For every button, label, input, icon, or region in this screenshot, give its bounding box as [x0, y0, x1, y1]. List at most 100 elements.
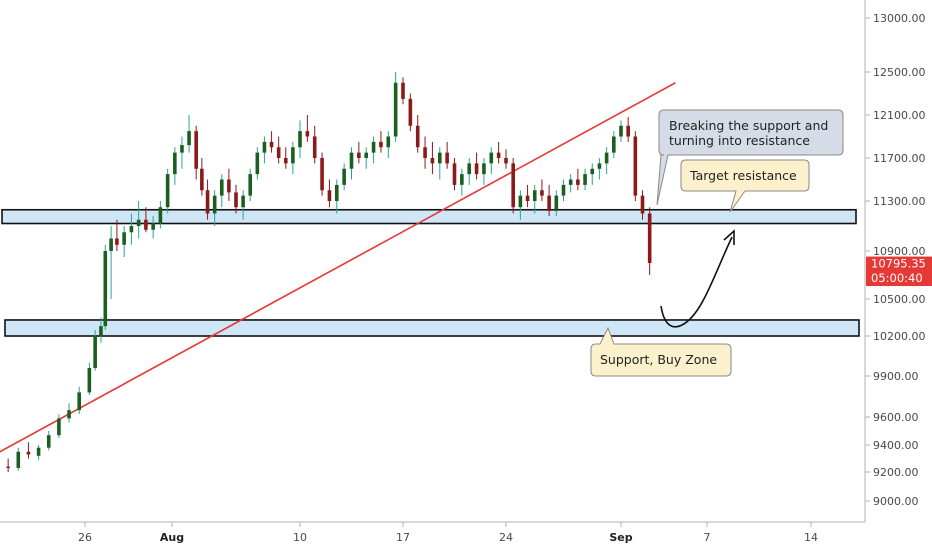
candle: [379, 131, 383, 153]
y-tick-label: 10900.00: [873, 245, 926, 258]
candle: [518, 190, 523, 220]
candle-body: [115, 238, 119, 245]
candle: [357, 141, 361, 164]
candle-body: [151, 223, 155, 230]
plot-area[interactable]: [0, 72, 860, 487]
candle-body: [269, 141, 274, 148]
candle: [547, 184, 551, 216]
candle: [597, 158, 602, 180]
candle: [561, 179, 566, 201]
candle-body: [371, 141, 376, 153]
candle-body: [109, 238, 113, 251]
current-price-tag: 10795.35 05:00:40: [866, 256, 932, 286]
candle-body: [547, 195, 551, 211]
candle-body: [144, 219, 148, 230]
candle: [194, 125, 198, 180]
candle-body: [511, 163, 515, 208]
candle-body: [408, 98, 413, 126]
candle-body: [597, 163, 602, 169]
candle: [489, 147, 494, 175]
candle: [109, 226, 113, 299]
time-axis[interactable]: 26 Aug 10 17 24 Sep 7 14: [0, 521, 865, 544]
callout-breaking: Breaking the support and turning into re…: [656, 109, 844, 206]
y-tick-label: 10500.00: [873, 293, 926, 306]
y-tick-label: 10200.00: [873, 330, 926, 343]
candle-body: [26, 451, 31, 455]
candle-body: [255, 152, 260, 175]
candle: [180, 136, 184, 169]
candle-body: [36, 447, 41, 456]
y-tick-label: 11300.00: [873, 195, 926, 208]
x-tick-label: Sep: [609, 531, 632, 544]
candle: [633, 131, 638, 201]
candle-body: [291, 147, 295, 164]
candle: [205, 179, 210, 220]
candle-body: [158, 207, 163, 224]
candle: [437, 147, 442, 180]
candle: [255, 147, 260, 180]
countdown-badge: [866, 271, 932, 286]
candle: [99, 317, 103, 343]
y-tick-label: 9900.00: [873, 370, 919, 383]
candle: [364, 147, 369, 169]
candle-body: [320, 158, 324, 191]
candle-body: [6, 466, 10, 468]
candle-body: [561, 184, 566, 196]
x-tick-label: 14: [804, 531, 818, 544]
candle-body: [327, 190, 332, 201]
candle-body: [241, 195, 245, 208]
candle: [103, 244, 108, 330]
candle-body: [16, 451, 21, 468]
candle-body: [283, 158, 288, 164]
candle-body: [129, 226, 134, 233]
callout-support: Support, Buy Zone: [590, 326, 732, 377]
candle-body: [379, 141, 383, 148]
candle: [305, 115, 310, 142]
candle: [227, 168, 231, 201]
candle-body: [227, 179, 231, 193]
candle: [46, 431, 51, 451]
x-tick-label: 26: [78, 531, 92, 544]
candle: [482, 158, 486, 185]
candle-body: [576, 179, 580, 185]
candle: [504, 149, 508, 169]
candle: [511, 158, 515, 214]
callout-support-text: Support, Buy Zone: [600, 352, 717, 367]
candle-body: [452, 163, 457, 185]
x-tick-label: 24: [499, 531, 513, 544]
candle-body: [386, 136, 391, 148]
candle-body: [342, 168, 346, 185]
x-tick-label: 10: [293, 531, 307, 544]
candle: [212, 190, 217, 226]
candle: [320, 152, 324, 196]
candle: [122, 226, 126, 257]
y-tick-label: 9200.00: [873, 466, 919, 479]
candle: [291, 141, 295, 175]
candle-body: [474, 163, 479, 175]
candle-body: [122, 232, 126, 245]
candle-body: [430, 158, 435, 164]
candle: [248, 168, 253, 201]
y-tick-label: 9600.00: [873, 411, 919, 424]
candle-body: [532, 190, 537, 201]
candle-body: [173, 152, 177, 175]
candle: [26, 442, 31, 459]
candle-body: [77, 392, 81, 411]
candle: [158, 201, 163, 229]
candle-body: [334, 184, 339, 201]
projection-arrow: [660, 229, 735, 328]
candle: [129, 213, 134, 245]
candle: [165, 168, 170, 214]
y-tick-label: 11700.00: [873, 152, 926, 165]
candle-body: [194, 131, 198, 169]
candle: [612, 131, 616, 158]
price-axis[interactable]: 13000.00 12500.00 12100.00 11700.00 11300.00…: [864, 0, 932, 522]
candle: [532, 184, 537, 214]
candle-body: [482, 163, 486, 175]
candle: [115, 219, 119, 251]
candle: [626, 117, 630, 142]
candle-body: [276, 147, 281, 158]
candle: [77, 386, 81, 415]
candle: [312, 125, 317, 164]
